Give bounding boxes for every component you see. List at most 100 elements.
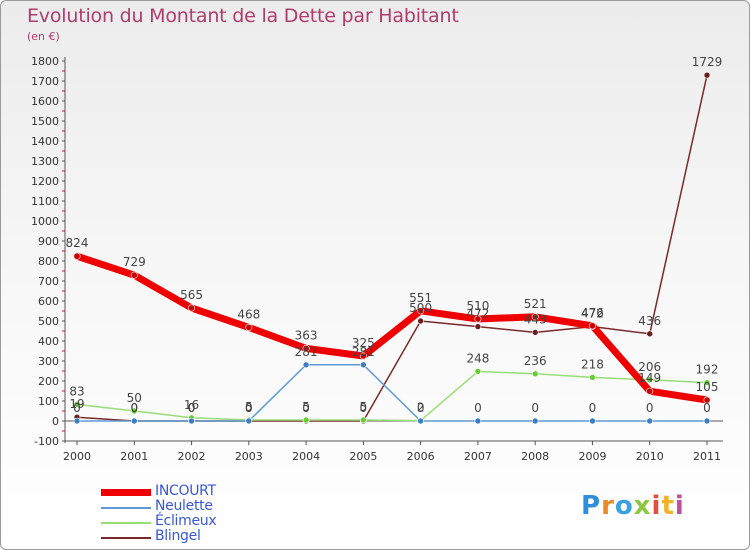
series-lines [73, 74, 711, 422]
series-line-2 [76, 370, 708, 422]
series-point-3 [417, 317, 424, 325]
data-label-2: 5 [360, 400, 368, 414]
data-label-1: 0 [646, 401, 654, 415]
series-points [73, 71, 711, 425]
x-tick-label: 2002 [178, 450, 206, 463]
series-point-3 [474, 323, 482, 330]
y-tick-label: 1100 [31, 195, 59, 208]
y-tick-label: 100 [38, 395, 59, 408]
y-tick-label: 1800 [31, 55, 59, 68]
series-point-0 [130, 271, 138, 279]
data-label-2: 5 [302, 400, 310, 414]
data-label-3: 0 [302, 401, 310, 415]
data-label-0: 468 [237, 307, 260, 321]
series-point-2 [703, 379, 711, 386]
series-point-2 [302, 416, 310, 424]
series-point-1 [188, 417, 195, 425]
data-label-3: 436 [638, 314, 661, 328]
series-point-0 [417, 307, 425, 315]
data-label-0: 551 [409, 291, 432, 305]
x-tick-label: 2009 [578, 450, 606, 463]
series-point-1 [302, 361, 310, 369]
series-point-0 [588, 322, 596, 330]
y-tick-label: 0 [52, 415, 59, 428]
data-label-3: 0 [245, 401, 253, 415]
y-tick-label: 200 [38, 375, 59, 388]
x-tick-label: 2005 [349, 450, 377, 463]
series-point-0 [646, 387, 654, 395]
series-point-2 [646, 376, 654, 384]
data-label-2: 16 [184, 398, 199, 412]
data-label-0: 149 [638, 371, 661, 385]
legend-label: INCOURT [155, 483, 216, 499]
y-tick-label: 1000 [31, 215, 59, 228]
y-tick-label: 1300 [31, 155, 59, 168]
data-label-1: 0 [130, 401, 138, 415]
series-point-0 [703, 396, 711, 404]
chart-title: Evolution du Montant de la Dette par Hab… [27, 5, 459, 27]
data-label-1: 0 [531, 401, 539, 415]
series-point-0 [531, 313, 539, 321]
data-label-0: 824 [66, 236, 89, 250]
series-point-0 [359, 352, 367, 360]
x-tick-label: 2004 [292, 450, 320, 463]
series-point-2 [589, 374, 596, 381]
series-point-1 [245, 417, 253, 425]
series-point-1 [531, 417, 539, 425]
data-label-0: 363 [295, 328, 318, 342]
series-point-3 [646, 330, 654, 338]
data-label-1: 0 [703, 401, 711, 415]
x-tick-label: 2003 [235, 450, 263, 463]
series-point-2 [360, 416, 367, 424]
x-tick-label: 2011 [693, 450, 721, 463]
data-label-1: 0 [589, 401, 597, 415]
series-point-3 [531, 329, 539, 336]
series-line-0 [73, 252, 711, 404]
y-tick-label: 500 [38, 315, 59, 328]
data-label-1: 0 [73, 401, 81, 415]
y-tick-label: 400 [38, 335, 59, 348]
series-point-1 [130, 417, 138, 425]
data-label-1: 0 [245, 401, 253, 415]
series-point-2 [73, 401, 81, 408]
y-tick-label: 700 [38, 275, 59, 288]
data-label-0: 476 [581, 306, 604, 320]
series-point-1 [589, 417, 596, 425]
data-label-3: 500 [409, 301, 432, 315]
y-tick-label: 900 [38, 235, 59, 248]
series-point-0 [474, 315, 482, 323]
data-label-0: 325 [352, 336, 375, 350]
series-point-1 [703, 417, 711, 425]
data-label-0: 565 [180, 288, 203, 302]
series-point-0 [73, 252, 81, 260]
x-tick-label: 2006 [407, 450, 435, 463]
series-point-1 [474, 417, 482, 425]
data-label-1: 0 [474, 401, 482, 415]
legend-swatch [101, 537, 151, 539]
y-tick-label: 1700 [31, 75, 59, 88]
data-label-0: 510 [466, 299, 489, 313]
data-label-2: 218 [581, 357, 604, 371]
legend-swatch [101, 507, 151, 509]
data-label-2: 5 [245, 400, 253, 414]
legend-label: Éclimeux [155, 513, 217, 529]
data-label-3: 0 [130, 401, 138, 415]
data-label-1: 281 [352, 345, 375, 359]
legend-swatch [101, 489, 151, 496]
y-tick-label: 800 [38, 255, 59, 268]
series-line-1 [76, 364, 708, 422]
series-point-1 [646, 417, 654, 425]
series-point-3 [703, 71, 711, 79]
data-label-3: 0 [188, 401, 196, 415]
series-point-2 [531, 370, 539, 378]
x-tick-label: 2008 [521, 450, 549, 463]
legend-label: Neulette [155, 498, 213, 514]
y-tick-label: 600 [38, 295, 59, 308]
series-point-1 [417, 417, 424, 425]
y-tick-label: -100 [34, 435, 59, 448]
x-tick-label: 2001 [120, 450, 148, 463]
chart-subtitle: (en €) [27, 30, 60, 43]
x-tick-label: 2010 [636, 450, 664, 463]
